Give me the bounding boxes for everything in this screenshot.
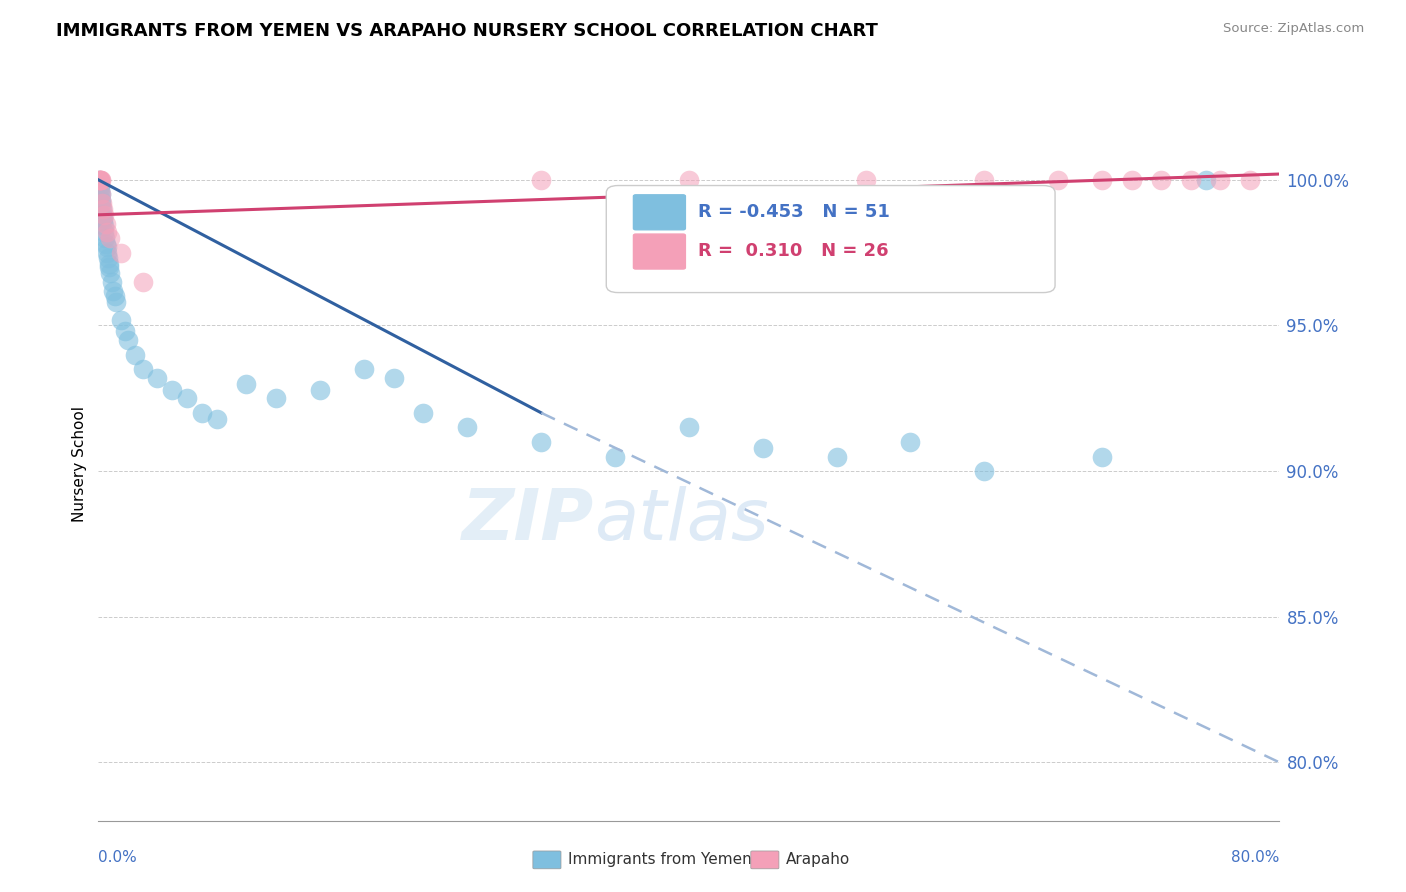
Point xyxy=(855,173,877,187)
Point xyxy=(93,208,115,222)
Point xyxy=(89,178,111,193)
Point xyxy=(751,441,773,455)
Text: 0.0%: 0.0% xyxy=(98,850,138,864)
Point xyxy=(103,284,125,298)
Point xyxy=(309,383,332,397)
Point xyxy=(89,187,111,202)
Point xyxy=(530,173,553,187)
Point xyxy=(176,392,198,406)
Point xyxy=(530,435,553,450)
Text: R = -0.453   N = 51: R = -0.453 N = 51 xyxy=(699,203,890,221)
Point xyxy=(100,275,122,289)
Point xyxy=(678,420,700,434)
Point xyxy=(93,219,115,234)
Point xyxy=(97,252,120,266)
Point xyxy=(235,376,257,391)
Point xyxy=(89,181,111,195)
Point xyxy=(89,173,111,187)
Point xyxy=(162,383,183,397)
Point xyxy=(1121,173,1143,187)
Point xyxy=(117,333,139,347)
Point xyxy=(96,225,118,239)
Point xyxy=(114,324,136,338)
Point xyxy=(90,173,112,187)
Point xyxy=(89,173,111,187)
FancyBboxPatch shape xyxy=(606,186,1054,293)
Point xyxy=(132,362,155,376)
Point xyxy=(678,173,700,187)
Point xyxy=(96,240,118,254)
FancyBboxPatch shape xyxy=(634,194,685,230)
Point xyxy=(1091,173,1114,187)
Point xyxy=(104,289,127,303)
Point xyxy=(110,312,132,326)
Point xyxy=(90,202,112,216)
Point xyxy=(973,173,995,187)
Point xyxy=(98,266,121,280)
Point xyxy=(110,245,132,260)
Point xyxy=(97,257,120,271)
Text: atlas: atlas xyxy=(595,486,769,556)
Point xyxy=(973,464,995,478)
Point xyxy=(91,202,114,216)
Point xyxy=(90,187,112,202)
Point xyxy=(89,173,111,187)
Point xyxy=(132,275,155,289)
Point xyxy=(1239,173,1261,187)
Point xyxy=(1180,173,1202,187)
Point xyxy=(96,245,118,260)
Point xyxy=(90,173,112,187)
Point xyxy=(124,348,146,362)
Point xyxy=(900,435,922,450)
Point xyxy=(456,420,478,434)
Point xyxy=(94,217,117,231)
Point xyxy=(98,231,121,245)
Point xyxy=(105,295,128,310)
Point xyxy=(1209,173,1232,187)
Point xyxy=(825,450,848,464)
Point xyxy=(191,406,214,420)
Text: IMMIGRANTS FROM YEMEN VS ARAPAHO NURSERY SCHOOL CORRELATION CHART: IMMIGRANTS FROM YEMEN VS ARAPAHO NURSERY… xyxy=(56,22,879,40)
Point xyxy=(1150,173,1173,187)
Point xyxy=(93,225,115,239)
Text: Immigrants from Yemen: Immigrants from Yemen xyxy=(568,853,752,867)
Text: R =  0.310   N = 26: R = 0.310 N = 26 xyxy=(699,243,889,260)
Point xyxy=(94,231,117,245)
Point xyxy=(94,236,117,251)
Point xyxy=(91,211,114,225)
Point xyxy=(89,173,111,187)
FancyBboxPatch shape xyxy=(634,234,685,269)
Point xyxy=(91,213,114,227)
Y-axis label: Nursery School: Nursery School xyxy=(72,406,87,522)
Text: ZIP: ZIP xyxy=(463,486,595,556)
Text: 80.0%: 80.0% xyxy=(1232,850,1279,864)
Point xyxy=(382,371,405,385)
Point xyxy=(90,193,112,207)
Point xyxy=(264,392,287,406)
Point xyxy=(605,450,627,464)
Point xyxy=(205,411,228,425)
Point xyxy=(353,362,375,376)
Point xyxy=(412,406,434,420)
Point xyxy=(1091,450,1114,464)
Point xyxy=(90,196,112,211)
Point xyxy=(91,208,114,222)
Text: Source: ZipAtlas.com: Source: ZipAtlas.com xyxy=(1223,22,1364,36)
Text: Arapaho: Arapaho xyxy=(786,853,851,867)
Point xyxy=(146,371,169,385)
Point xyxy=(1195,173,1218,187)
Point xyxy=(91,196,114,211)
Point xyxy=(98,260,121,275)
Point xyxy=(90,187,112,202)
Point xyxy=(1046,173,1069,187)
Point xyxy=(89,173,111,187)
